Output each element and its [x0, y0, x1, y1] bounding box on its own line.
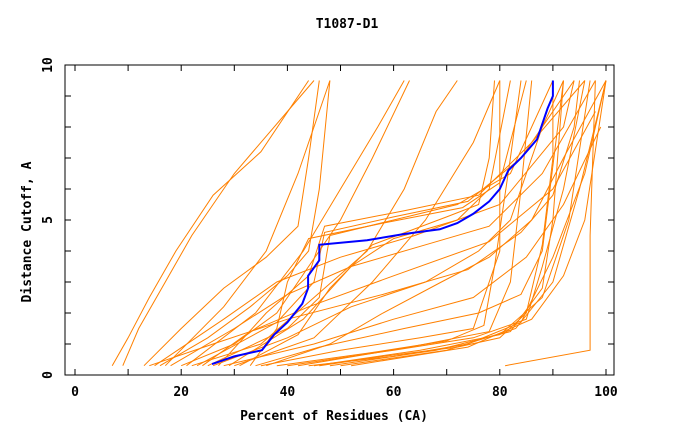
model-series-line-31: [149, 80, 580, 367]
model-series-line-27: [329, 80, 564, 367]
model-series-line-3: [143, 80, 320, 367]
x-tick-label: 40: [280, 385, 296, 400]
model-series-line-20: [505, 80, 596, 367]
x-axis-label: Percent of Residues (CA): [240, 409, 428, 424]
model-series-line-7: [234, 80, 501, 367]
model-series-line-15: [218, 80, 586, 367]
model-series-line-28: [239, 80, 495, 367]
model-series-line-8: [260, 80, 501, 367]
model-series-line-16: [249, 80, 527, 366]
model-series-line-10: [313, 80, 591, 367]
chart-title: T1087-D1: [316, 17, 379, 32]
x-tick-label: 100: [594, 385, 618, 400]
model-series-line-4: [159, 80, 331, 367]
model-series-line-33: [228, 80, 511, 367]
model-series-line-1: [111, 80, 310, 366]
model-series-line-26: [164, 80, 331, 367]
highlight-series-line: [211, 80, 554, 366]
y-axis-label: Distance Cutoff, A: [20, 161, 35, 302]
model-series-line-25: [186, 80, 405, 367]
x-tick-label: 0: [71, 385, 79, 400]
x-tick-label: 60: [386, 385, 402, 400]
y-tick-label: 0: [41, 371, 56, 379]
y-tick-labels: 0 5 10: [41, 57, 56, 379]
model-series-line-2: [122, 80, 315, 366]
model-series-line-9: [287, 80, 586, 367]
model-series-line-23: [212, 80, 564, 367]
x-tick-label: 80: [492, 385, 508, 400]
model-series-line-5: [181, 80, 410, 367]
y-tick-label: 5: [41, 216, 56, 224]
y-tick-label: 10: [41, 57, 56, 73]
model-series-line-11: [340, 80, 607, 367]
model-series-line-24: [266, 80, 607, 367]
model-series-line-22: [276, 80, 522, 367]
model-series-line-14: [196, 80, 575, 367]
model-series-line-29: [308, 80, 607, 367]
model-series-line-21: [297, 80, 533, 367]
model-series-line-19: [351, 80, 607, 367]
model-series-line-6: [191, 80, 458, 367]
plot-lines: [111, 80, 607, 367]
model-series-line-12: [223, 126, 602, 367]
x-tick-label: 20: [173, 385, 189, 400]
axis-ticks: [65, 64, 614, 376]
model-series-line-34: [319, 80, 554, 367]
x-tick-labels: 0 20 40 60 80 100: [71, 385, 618, 400]
model-series-line-32: [255, 80, 564, 367]
